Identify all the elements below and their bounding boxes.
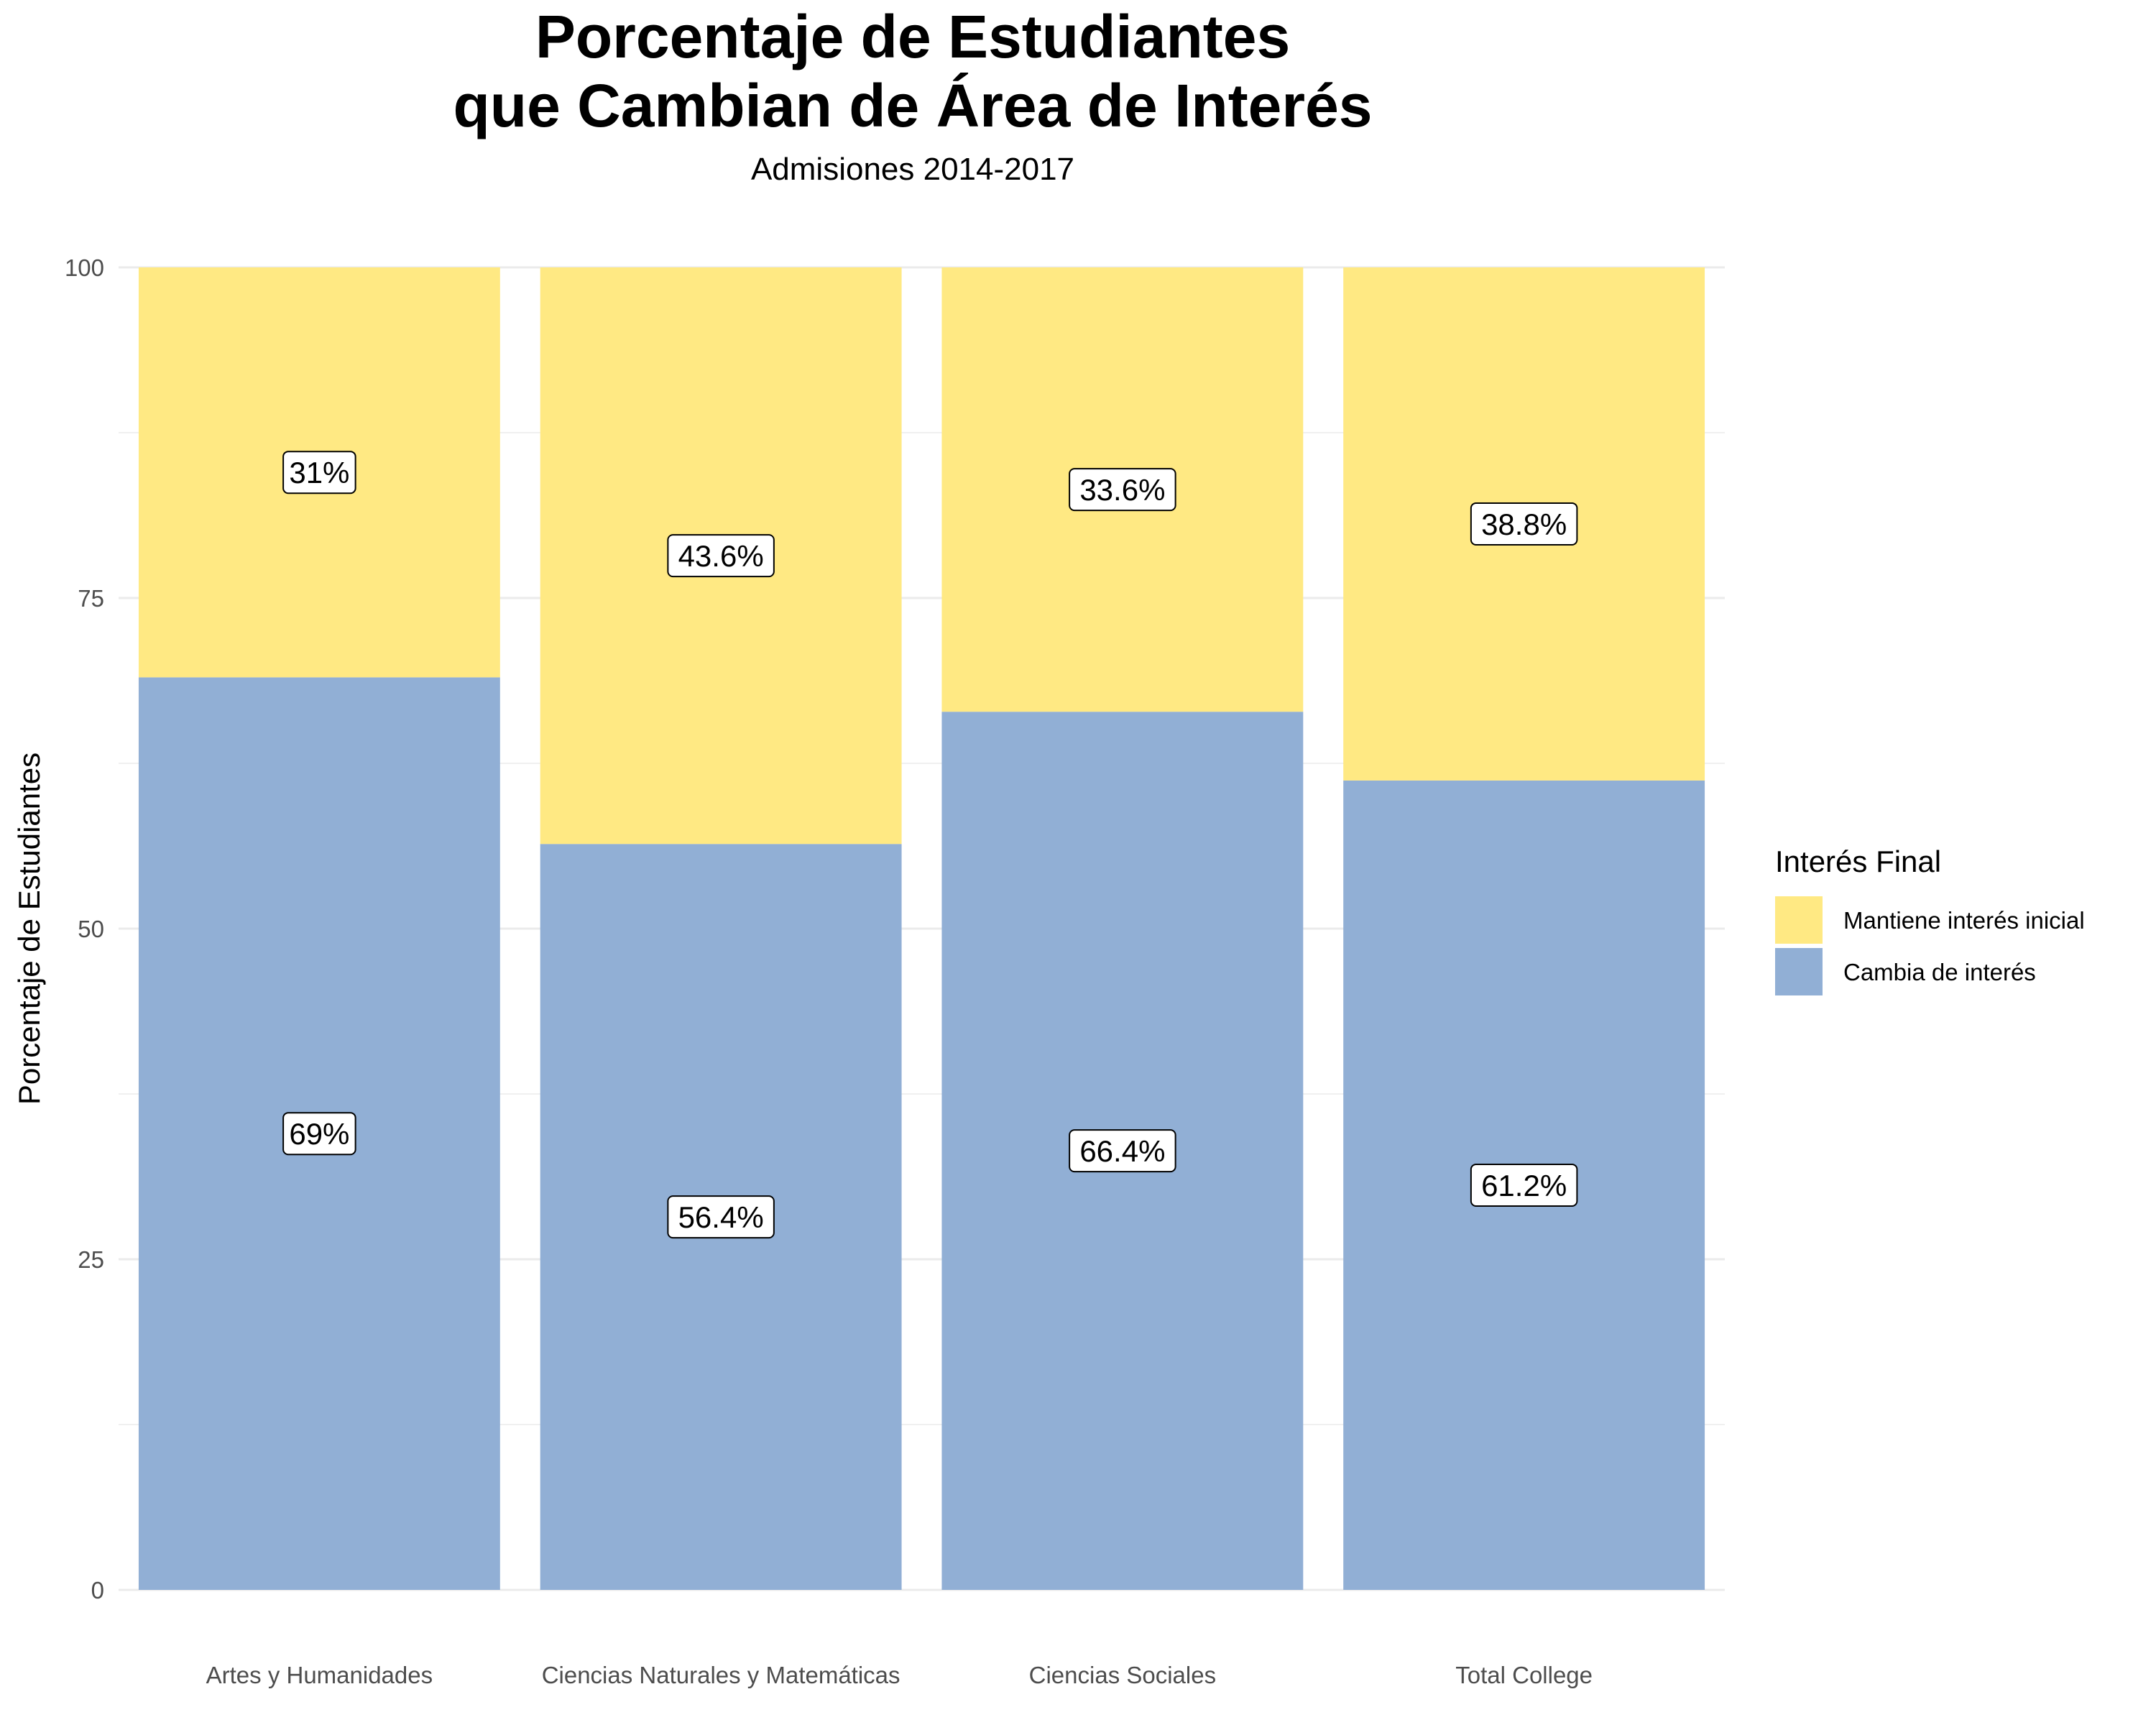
bar-label: 31% bbox=[289, 456, 349, 489]
legend-swatch-mantiene-interes-inicial bbox=[1775, 896, 1823, 944]
bar-label: 33.6% bbox=[1079, 473, 1165, 507]
x-axis: Artes y Humanidades Ciencias Naturales y … bbox=[206, 1662, 1593, 1688]
bars bbox=[138, 267, 1705, 1590]
bar-label: 61.2% bbox=[1481, 1169, 1567, 1202]
y-axis: 0 25 50 75 100 bbox=[65, 254, 104, 1604]
bar-label: 69% bbox=[289, 1117, 349, 1151]
y-tick-label: 25 bbox=[78, 1246, 104, 1273]
bar-label-box bbox=[1470, 1163, 1578, 1207]
x-tick-label: Total College bbox=[1455, 1662, 1593, 1688]
legend: Interés Final Mantiene interés inicial Ca… bbox=[1775, 845, 2085, 995]
bar-label: 56.4% bbox=[678, 1200, 764, 1234]
y-tick-label: 0 bbox=[91, 1577, 104, 1604]
chart-title-line-1: Porcentaje de Estudiantes bbox=[535, 3, 1290, 70]
bar-label-box bbox=[1069, 1129, 1176, 1173]
bar-label-box bbox=[1069, 468, 1176, 512]
bar-label-box bbox=[282, 1112, 356, 1156]
legend-swatch-cambia-de-interes bbox=[1775, 948, 1823, 995]
bar-label-box bbox=[1470, 502, 1578, 546]
y-axis-title: Porcentaje de Estudiantes bbox=[12, 753, 46, 1105]
x-tick-label: Ciencias Naturales y Matemáticas bbox=[542, 1662, 900, 1688]
chart-title-line-2: que Cambian de Área de Interés bbox=[453, 72, 1372, 139]
bar-label: 43.6% bbox=[678, 539, 764, 573]
bar-labels: 69% 31% 56.4% 43.6% 66.4% 33.6% 61.2% 38.8% bbox=[282, 451, 1578, 1239]
chart-subtitle: Admisiones 2014-2017 bbox=[751, 152, 1074, 187]
bar-label-box bbox=[667, 534, 775, 578]
y-tick-label: 100 bbox=[65, 254, 104, 281]
legend-title: Interés Final bbox=[1775, 845, 1941, 878]
bar-label-box bbox=[282, 451, 356, 494]
legend-label-mantiene-interes-inicial: Mantiene interés inicial bbox=[1843, 907, 2085, 934]
x-tick-label: Ciencias Sociales bbox=[1029, 1662, 1216, 1688]
bar-label: 66.4% bbox=[1079, 1134, 1165, 1168]
x-tick-label: Artes y Humanidades bbox=[206, 1662, 433, 1688]
legend-label-cambia-de-interes: Cambia de interés bbox=[1843, 959, 2036, 985]
bar-label: 38.8% bbox=[1481, 507, 1567, 541]
y-tick-label: 50 bbox=[78, 916, 104, 942]
bar-label-box bbox=[667, 1195, 775, 1239]
y-tick-label: 75 bbox=[78, 585, 104, 612]
